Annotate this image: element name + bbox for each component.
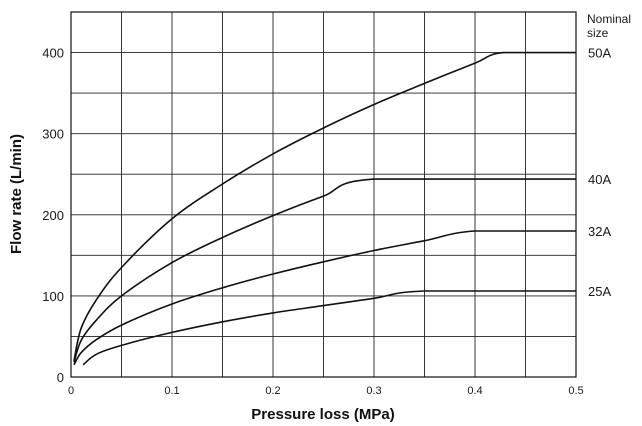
plot-frame — [70, 11, 577, 378]
series-labels: 50A 40A 32A 25A — [588, 46, 611, 299]
x-tick-label: 0.3 — [366, 385, 381, 397]
series-line-25A — [82, 290, 576, 366]
x-axis-title: Pressure loss (MPa) — [251, 406, 394, 423]
series-line-40A — [73, 178, 576, 363]
y-tick-label: 0 — [57, 370, 64, 385]
x-tick-labels: 0 0.1 0.2 0.3 0.4 0.5 — [68, 385, 584, 397]
series-lines — [73, 51, 576, 366]
y-tick-label: 300 — [42, 127, 64, 142]
x-tick-label: 0.4 — [467, 385, 482, 397]
x-tick-label: 0.2 — [265, 385, 280, 397]
series-label-32A: 32A — [588, 224, 611, 239]
grid — [71, 12, 576, 377]
x-tick-label: 0.5 — [568, 385, 583, 397]
y-tick-label: 200 — [42, 208, 64, 223]
y-axis-title: Flow rate (L/min) — [8, 134, 25, 254]
series-line-50A — [73, 51, 576, 361]
series-label-25A: 25A — [588, 284, 611, 299]
y-tick-label: 400 — [42, 46, 64, 61]
series-line-32A — [73, 230, 576, 366]
x-tick-label: 0.1 — [164, 385, 179, 397]
series-label-50A: 50A — [588, 46, 611, 61]
legend-title-line1: Nominal — [587, 12, 631, 26]
y-tick-labels: 0 100 200 300 400 — [42, 46, 64, 385]
y-tick-label: 100 — [42, 289, 64, 304]
legend-title-line2: size — [587, 26, 609, 40]
series-label-40A: 40A — [588, 172, 611, 187]
x-tick-label: 0 — [68, 385, 74, 397]
